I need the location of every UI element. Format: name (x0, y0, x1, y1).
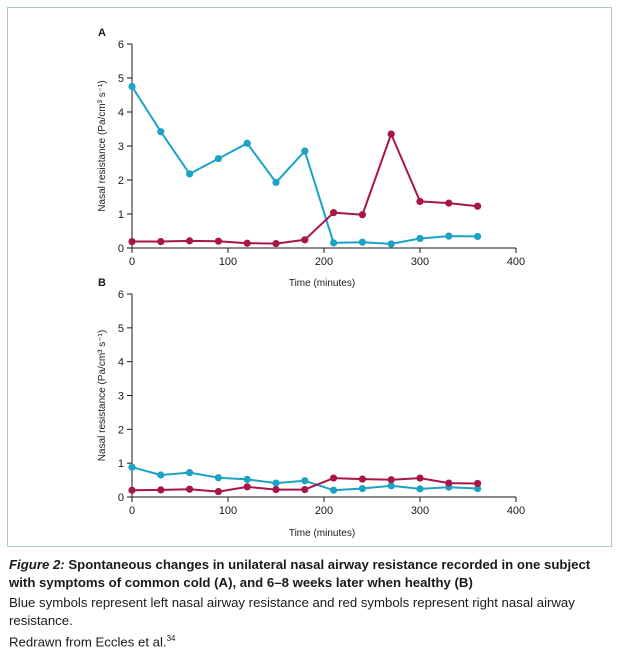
panel-b-y-tick-label: 1 (118, 458, 124, 470)
panel-b-left-data-point (272, 479, 280, 487)
panel-a-right-data-point (128, 237, 136, 246)
panel-b-y-tick-label: 6 (118, 289, 124, 301)
panel-a-right-data-point (474, 202, 482, 210)
panel-a-x-tick-label: 300 (411, 256, 429, 268)
figure-frame (7, 7, 612, 547)
panel-a-y-tick-label: 4 (118, 107, 124, 119)
panel-b-x-tick-label: 0 (129, 505, 135, 517)
figure-caption-body: Blue symbols represent left nasal airway… (9, 594, 613, 651)
panel-b-left-data-point (474, 484, 482, 493)
panel-a-y-tick-label: 1 (118, 209, 124, 221)
panel-a-left-data-point (387, 240, 395, 248)
panel-a-right-data-point (243, 239, 251, 247)
panel-b-y-axis-label: Nasal resistance (Pa/cm³ s⁻¹) (97, 330, 108, 461)
figure-title: Spontaneous changes in unilateral nasal … (9, 557, 591, 590)
panel-b-right-data-point (474, 479, 482, 488)
panel-a-right-data-point (330, 209, 338, 217)
panel-b-left-data-point (128, 463, 136, 471)
panel-b-y-tick-label: 4 (118, 357, 124, 369)
panel-b-left-data-point (330, 486, 338, 494)
panel-a-right-data-point (214, 237, 222, 245)
panel-b-right-data-point (186, 485, 194, 493)
panel-a-left-data-point (214, 154, 222, 163)
panel-b-right-data-point (157, 486, 165, 494)
panel-a-x-axis-label: Time (minutes) (289, 278, 355, 289)
panel-a-left-data-point (474, 232, 482, 241)
panel-a-right-data-point (186, 237, 194, 245)
panel-b-y-tick-label: 3 (118, 391, 124, 403)
panel-a-x-tick-label: 0 (129, 256, 135, 268)
panel-b-right-data-point (330, 474, 338, 482)
panel-a-left-data-point (445, 232, 453, 240)
figure-label: Figure 2: (9, 557, 65, 572)
figure-caption-title: Figure 2: Spontaneous changes in unilate… (9, 556, 613, 592)
panel-a-right-data-point (301, 236, 309, 244)
panel-a-left-data-point (330, 239, 338, 247)
panel-b-x-tick-label: 100 (219, 505, 237, 517)
panel-a-left-data-point (128, 82, 136, 91)
panel-b-right-data-point (243, 483, 251, 491)
panel-b-right-data-point (272, 485, 280, 494)
panel-a-y-tick-label: 0 (118, 243, 124, 255)
panel-a-x-tick-label: 400 (507, 256, 525, 268)
panel-b-right-data-point (358, 475, 366, 483)
panel-b-x-tick-label: 200 (315, 505, 333, 517)
panel-a-right-data-point (272, 239, 280, 248)
panel-b-left-data-point (416, 485, 424, 493)
panel-b-y-tick-label: 2 (118, 424, 124, 436)
panel-a-right-data-point (157, 237, 165, 246)
panel-b-right-data-point (301, 485, 309, 494)
panel-b-left-data-point (214, 474, 222, 482)
panel-b-right-data-point (445, 479, 453, 487)
panel-a-left-data-point (301, 147, 309, 155)
panel-b-right-data-point (214, 487, 222, 496)
caption-legend-text: Blue symbols represent left nasal airway… (9, 595, 575, 628)
panel-a-left-data-point (157, 128, 165, 136)
panel-a-right-data-point (416, 197, 424, 206)
panel-b-x-tick-label: 400 (507, 505, 525, 517)
panel-a-left-data-point (186, 170, 194, 178)
panel-a-left-series-line (131, 85, 478, 245)
panel-a-y-tick-label: 2 (118, 175, 124, 187)
panel-b-left-data-point (243, 475, 251, 484)
panel-a-y-tick-label: 6 (118, 39, 124, 51)
caption-reference-text: Redrawn from Eccles et al. (9, 634, 167, 650)
panel-a-y-axis-label: Nasal resistance (Pa/cm³ s⁻¹) (97, 80, 108, 211)
panel-b-letter: B (98, 277, 106, 289)
panel-b-left-data-point (186, 469, 194, 477)
panel-b-left-data-point (358, 484, 366, 493)
panel-a-right-data-point (387, 130, 395, 138)
panel-a-left-data-point (416, 234, 424, 243)
panel-a-x-tick-label: 200 (315, 256, 333, 268)
panel-b-left-data-point (301, 477, 309, 485)
panel-a-left-data-point (243, 139, 251, 147)
panel-b-right-data-point (387, 476, 395, 484)
panel-a-y-tick-label: 3 (118, 141, 124, 153)
panel-b-x-axis-label: Time (minutes) (289, 528, 355, 539)
panel-b-y-tick-label: 5 (118, 323, 124, 335)
panel-b-left-data-point (387, 482, 395, 490)
panel-a-left-data-point (358, 238, 366, 246)
panel-b-left-data-point (157, 471, 165, 479)
caption-reference: Redrawn from Eccles et al.34 (9, 630, 613, 651)
panel-a-y-tick-label: 5 (118, 73, 124, 85)
panel-a-left-data-point (272, 178, 280, 186)
panel-a-x-tick-label: 100 (219, 256, 237, 268)
panel-a-letter: A (98, 27, 106, 39)
caption-reference-number: 34 (166, 634, 176, 643)
panel-a-right-data-point (358, 211, 366, 219)
panel-a-right-data-point (445, 199, 453, 207)
panel-b-right-data-point (128, 486, 136, 494)
panel-b-x-tick-label: 300 (411, 505, 429, 517)
panel-b-right-data-point (416, 474, 424, 482)
panel-b-y-tick-label: 0 (118, 492, 124, 504)
